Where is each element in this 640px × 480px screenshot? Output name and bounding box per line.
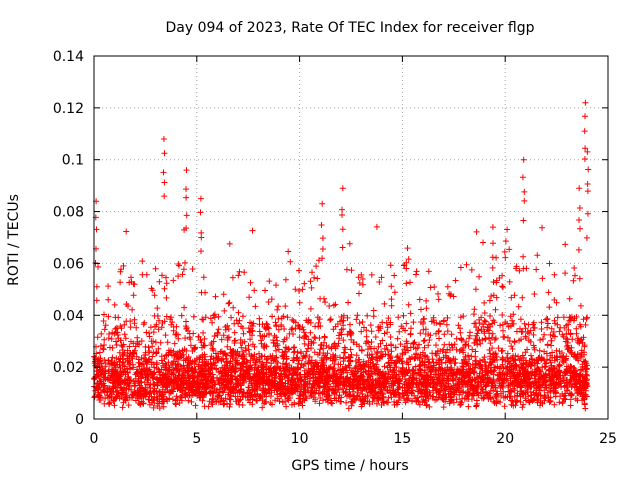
x-tick-label: 0 (90, 431, 99, 447)
x-tick-label: 10 (291, 431, 309, 447)
x-tick-label: 20 (496, 431, 514, 447)
y-axis-label: ROTI / TECUs (6, 194, 22, 286)
x-axis-label: GPS time / hours (291, 458, 408, 474)
y-tick-label: 0.08 (53, 205, 84, 221)
y-tick-label: 0.02 (53, 360, 84, 376)
y-tick-label: 0.14 (53, 49, 84, 65)
x-tick-label: 5 (192, 431, 201, 447)
y-tick-label: 0.06 (53, 256, 84, 272)
y-tick-label: 0 (75, 412, 84, 428)
plot-frame (93, 55, 609, 420)
y-tick-label: 0.04 (53, 308, 84, 324)
tick-labels-layer: 0 5 10 15 20 25 0 0.02 0.04 0.06 0.08 0.1 0.12 0.14 (53, 49, 617, 447)
x-tick-label: 15 (393, 431, 411, 447)
ticks-layer (93, 55, 609, 420)
y-tick-label: 0.1 (62, 153, 84, 169)
x-tick-label: 25 (599, 431, 617, 447)
chart-title: Day 094 of 2023, Rate Of TEC Index for r… (166, 20, 535, 36)
roti-data-points (91, 99, 592, 412)
y-tick-label: 0.12 (53, 101, 84, 117)
points-layer (91, 99, 592, 412)
